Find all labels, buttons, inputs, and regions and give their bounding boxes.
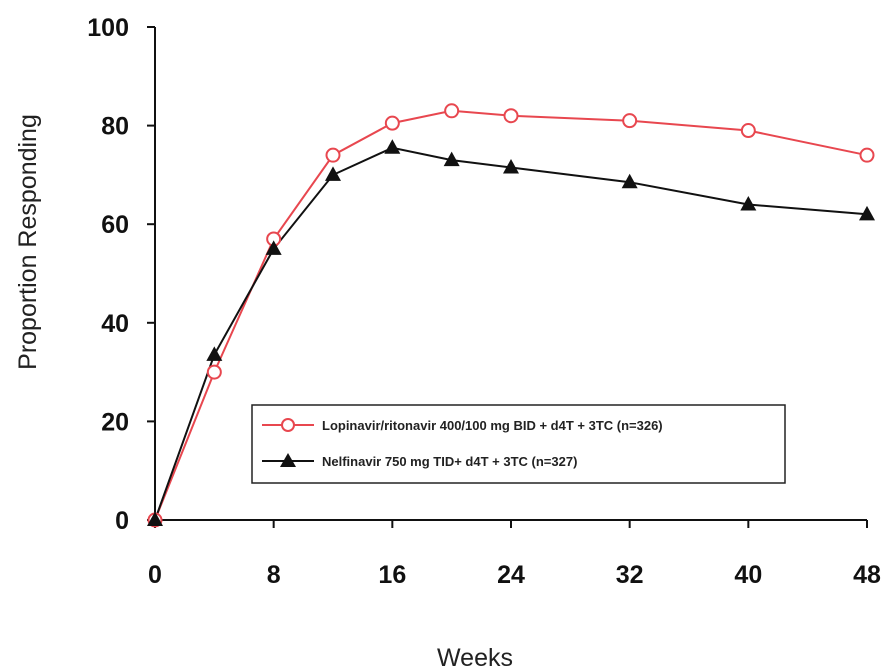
point-0-6 (503, 108, 519, 124)
x-tick-label-48: 48 (853, 561, 881, 589)
y-tick-label-0: 0 (115, 507, 129, 535)
x-tick-label-0: 0 (148, 561, 162, 589)
y-tick-label-20: 20 (101, 408, 129, 436)
x-tick-label-32: 32 (616, 561, 644, 589)
point-1-7 (621, 173, 638, 189)
point-1-8 (740, 195, 757, 211)
point-0-4 (384, 115, 400, 131)
point-0-7 (622, 113, 638, 129)
x-axis-title: Weeks (437, 644, 513, 672)
series-line-1 (154, 146, 868, 521)
point-1-2 (265, 240, 282, 255)
point-1-4 (384, 139, 401, 154)
point-0-5 (444, 103, 460, 119)
point-1-9 (859, 205, 875, 221)
point-0-3 (325, 147, 341, 163)
x-tick-label-40: 40 (734, 561, 762, 589)
legend: Lopinavir/ritonavir 400/100 mg BID + d4T… (251, 404, 786, 484)
series-line-0 (154, 109, 868, 521)
x-tick-label-24: 24 (497, 561, 525, 589)
point-0-8 (740, 123, 756, 139)
point-0-1 (206, 364, 222, 380)
legend-entry-nelfinavir: Nelfinavir 750 mg TID+ d4T + 3TC (n=327) (262, 453, 577, 469)
point-1-5 (443, 151, 460, 167)
legend-entry-lopinavir: Lopinavir/ritonavir 400/100 mg BID + d4T… (262, 418, 663, 433)
y-tick-label-100: 100 (87, 14, 129, 42)
point-1-1 (206, 346, 223, 361)
plot-area: 0 20 40 60 80 100 0 8 16 24 32 40 48 (87, 14, 881, 589)
y-tick-label-80: 80 (101, 113, 129, 141)
y-tick-label-60: 60 (101, 211, 129, 239)
point-1-3 (325, 166, 341, 181)
legend-box (251, 404, 786, 484)
point-1-6 (503, 159, 519, 174)
x-tick-label-8: 8 (267, 561, 281, 589)
point-0-9 (859, 147, 875, 163)
legend-marker-nelfinavir (280, 453, 296, 467)
y-tick-label-40: 40 (101, 310, 129, 338)
legend-label-nelfinavir: Nelfinavir 750 mg TID+ d4T + 3TC (n=327) (322, 454, 577, 469)
x-tick-label-16: 16 (378, 561, 406, 589)
y-axis-title: Proportion Responding (14, 114, 42, 370)
legend-label-lopinavir: Lopinavir/ritonavir 400/100 mg BID + d4T… (322, 418, 663, 433)
legend-marker-lopinavir (281, 418, 295, 432)
point-1-0 (147, 511, 163, 526)
